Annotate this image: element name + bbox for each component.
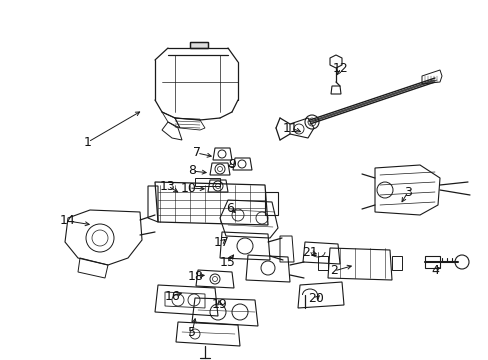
Text: 11: 11 [283,122,298,135]
Text: 13: 13 [160,180,176,193]
Text: 20: 20 [307,292,323,306]
Text: 5: 5 [187,327,196,339]
Text: 16: 16 [165,289,181,302]
Text: 2: 2 [329,265,337,278]
Text: 4: 4 [430,265,438,278]
Text: 9: 9 [227,158,235,171]
Text: 14: 14 [60,215,76,228]
Text: 12: 12 [332,62,348,75]
Text: 7: 7 [193,147,201,159]
Text: 18: 18 [188,270,203,283]
Text: 21: 21 [302,246,317,258]
Text: 1: 1 [84,135,92,148]
Text: 10: 10 [181,181,197,194]
Text: 17: 17 [214,235,229,248]
Text: 8: 8 [187,165,196,177]
Text: 15: 15 [220,256,235,269]
Text: 19: 19 [212,298,227,311]
Polygon shape [190,42,207,48]
Text: 3: 3 [403,185,411,198]
Text: 6: 6 [225,202,233,215]
